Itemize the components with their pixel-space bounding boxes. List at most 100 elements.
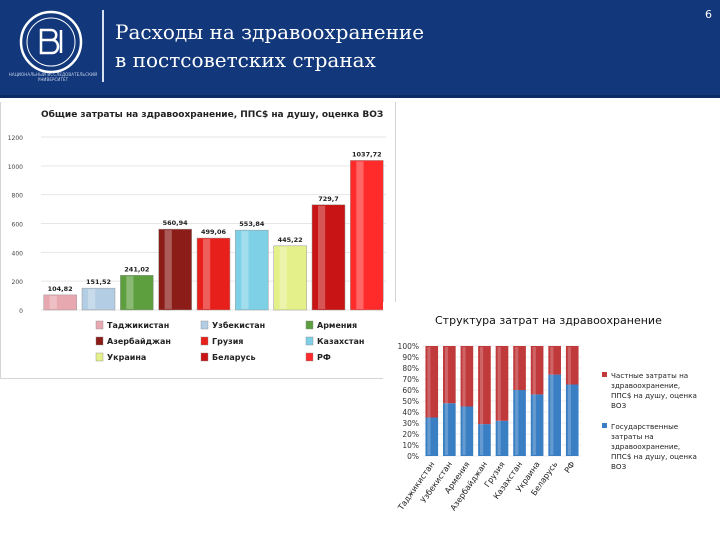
- chart2-ytick-label: 100%: [398, 342, 419, 351]
- chart1-legend-item: Беларусь: [200, 352, 256, 362]
- chart1-legend-swatch: [200, 320, 209, 330]
- chart1-value-label: 499,06: [201, 228, 227, 236]
- chart2-legend-label: Частные затраты на здравоохранение, ППС$ н…: [611, 371, 697, 410]
- chart2-ytick-label: 60%: [402, 386, 419, 395]
- chart2-ytick-label: 70%: [402, 375, 419, 384]
- chart1-bar: [273, 245, 307, 311]
- chart1-bar: [311, 204, 346, 311]
- chart1-bar: [43, 294, 77, 311]
- chart2-bar-government: [495, 420, 509, 456]
- chart2-bar-government: [513, 390, 526, 456]
- chart1-legend-item: Украина: [95, 352, 146, 362]
- chart2-bar: [495, 346, 509, 456]
- chart1-legend-swatch: [95, 352, 104, 362]
- chart2-bar: [530, 346, 544, 456]
- chart1-legend-item: Таджикистан: [95, 320, 169, 330]
- chart2-ytick-label: 90%: [402, 353, 419, 362]
- chart2-xtick-label: РФ: [563, 460, 577, 475]
- chart2-bar: [425, 346, 439, 456]
- chart2-bar: [443, 346, 456, 456]
- chart2-legend-item: Частные затраты на здравоохранение, ППС$ н…: [602, 371, 697, 410]
- chart1-ytick-label: 1000: [8, 164, 23, 171]
- chart2-bar-government: [565, 384, 579, 456]
- chart1-bar: [350, 160, 384, 311]
- chart1-bar: [235, 229, 269, 311]
- chart1-legend-item: Грузия: [200, 336, 243, 346]
- chart1-legend-swatch: [95, 336, 104, 346]
- chart2-bar-government: [548, 374, 561, 456]
- chart2-svg: 0%10%20%30%40%50%60%70%80%90%100% Таджик…: [396, 342, 697, 513]
- chart1-legend-swatch: [200, 352, 209, 362]
- chart1-ytick-label: 600: [12, 222, 24, 229]
- chart1-ytick-label: 1200: [8, 135, 23, 142]
- chart1-legend-swatch: [200, 336, 209, 346]
- chart1-bar: [158, 228, 192, 311]
- chart2-bar-private: [478, 346, 491, 425]
- chart2-legend-label: Государственные затраты на здравоохранение…: [611, 422, 697, 471]
- chart2-bar-private: [460, 346, 474, 407]
- chart1-legend-item: Азербайджан: [95, 336, 171, 346]
- chart2-bar: [513, 346, 526, 456]
- chart2-bar-government: [460, 406, 474, 456]
- chart1-value-label: 553,84: [239, 220, 265, 228]
- chart1-bar: [81, 287, 116, 311]
- chart2-bar-government: [478, 424, 491, 456]
- chart2-ytick-label: 30%: [402, 419, 419, 428]
- total-expenditure-chart: Общие затраты на здравоохранение, ППС$ н…: [0, 102, 396, 379]
- header-bar: НАЦИОНАЛЬНЫЙ ИССЛЕДОВАТЕЛЬСКИЙ УНИВЕРСИТ…: [0, 0, 720, 95]
- chart1-legend-label: Казахстан: [317, 337, 364, 346]
- chart2-bar-private: [443, 346, 456, 404]
- chart2-bar-private: [530, 346, 544, 395]
- header-stripe: [0, 95, 720, 98]
- logo-caption: НАЦИОНАЛЬНЫЙ ИССЛЕДОВАТЕЛЬСКИЙ УНИВЕРСИТ…: [8, 72, 98, 82]
- chart1-ytick-label: 800: [12, 193, 24, 200]
- chart2-bar-private: [565, 346, 579, 385]
- chart2-ytick-label: 40%: [402, 408, 419, 417]
- chart2-bar-private: [425, 346, 439, 418]
- chart1-ytick-label: 400: [12, 250, 24, 257]
- chart1-bar: [120, 275, 154, 311]
- chart2-title: Структура затрат на здравоохранение: [435, 314, 662, 327]
- chart1-legend-label: Беларусь: [212, 353, 256, 362]
- chart2-bar-private: [513, 346, 526, 390]
- chart1-legend-label: Азербайджан: [107, 336, 171, 346]
- chart2-bar: [565, 346, 579, 456]
- chart1-value-label: 560,94: [163, 219, 189, 227]
- chart1-value-label: 729,7: [318, 195, 339, 203]
- chart1-value-label: 151,52: [86, 278, 111, 286]
- chart1-legend-item: Узбекистан: [200, 320, 265, 330]
- chart2-legend-swatch: [602, 423, 607, 428]
- chart2-bar-government: [425, 417, 439, 456]
- title-line-2: в постсоветских странах: [115, 48, 376, 72]
- expenditure-structure-chart: Структура затрат на здравоохранение 0% 10…: [383, 302, 720, 540]
- page-number: 6: [705, 8, 712, 21]
- chart1-ytick-label: 200: [12, 279, 24, 286]
- chart1-legend-label: РФ: [317, 353, 331, 362]
- chart2-bar-government: [530, 394, 544, 456]
- chart2-ytick-label: 0%: [407, 452, 419, 461]
- chart2-bar-government: [443, 403, 456, 456]
- chart1-legend-swatch: [305, 352, 314, 362]
- chart1-legend-label: Грузия: [212, 337, 243, 346]
- chart1-legend-item: РФ: [305, 352, 331, 362]
- chart2-legend-item: Государственные затраты на здравоохранение…: [602, 422, 697, 471]
- chart1-legend-label: Таджикистан: [107, 321, 169, 330]
- chart1-title: Общие затраты на здравоохранение, ППС$ н…: [41, 110, 384, 120]
- chart2-legend-swatch: [602, 372, 607, 377]
- chart2-ytick-label: 50%: [402, 397, 419, 406]
- chart2-ytick-label: 20%: [402, 430, 419, 439]
- chart1-svg: 0 200 400 600 800 1000 1200 104,82 151,52 241,02…: [8, 135, 386, 362]
- chart2-bar-private: [548, 346, 561, 375]
- page-title: Расходы на здравоохранение в постсоветск…: [115, 18, 595, 74]
- chart1-legend-label: Узбекистан: [212, 320, 265, 330]
- chart1-value-label: 104,82: [48, 285, 73, 293]
- chart1-legend-swatch: [95, 320, 104, 330]
- chart1-legend-item: Армения: [305, 320, 357, 330]
- chart1-legend-swatch: [305, 336, 314, 346]
- chart1-bar: [196, 237, 231, 311]
- chart1-ytick-label: 0: [19, 308, 23, 315]
- chart1-legend-label: Армения: [317, 321, 357, 330]
- header-divider: [102, 10, 104, 82]
- hse-logo: [12, 8, 90, 78]
- chart2-bar: [460, 346, 474, 456]
